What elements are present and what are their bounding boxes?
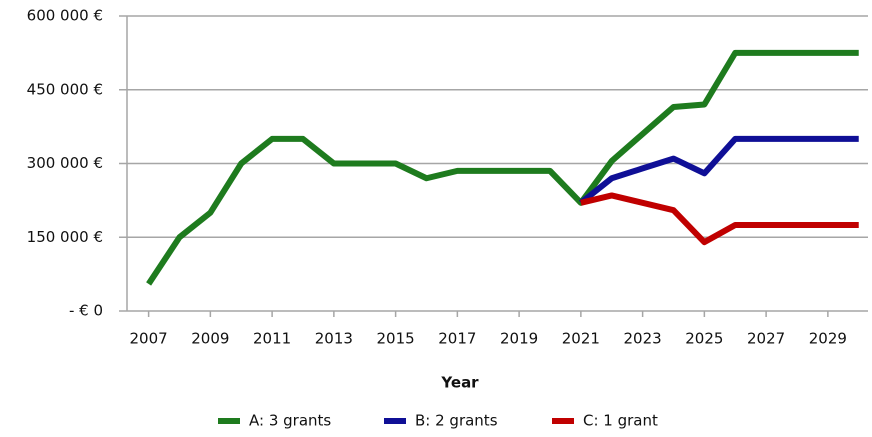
x-tick-label: 2027	[747, 330, 785, 348]
y-tick-label: 150 000 €	[27, 228, 103, 246]
y-tick-label: 600 000 €	[27, 7, 103, 25]
x-tick-label: 2023	[624, 330, 662, 348]
y-tick-label: 450 000 €	[27, 80, 103, 98]
x-tick-label: 2019	[500, 330, 538, 348]
y-tick-label: - € 0	[69, 302, 103, 320]
line-series	[580, 192, 859, 246]
line-series	[578, 135, 859, 206]
x-tick-label: 2025	[685, 330, 723, 348]
x-axis-title: Year	[440, 374, 479, 392]
legend-label: A: 3 grants	[249, 412, 331, 430]
x-tick-label: 2029	[809, 330, 847, 348]
x-tick-label: 2021	[562, 330, 600, 348]
x-tick-label: 2011	[253, 330, 291, 348]
line-series	[146, 49, 859, 286]
legend-label: B: 2 grants	[415, 412, 498, 430]
legend-label: C: 1 grant	[583, 412, 658, 430]
y-tick-label: 300 000 €	[27, 154, 103, 172]
x-tick-label: 2015	[377, 330, 415, 348]
x-tick-label: 2007	[130, 330, 168, 348]
x-tick-label: 2009	[191, 330, 229, 348]
x-tick-label: 2013	[315, 330, 353, 348]
x-tick-label: 2017	[438, 330, 476, 348]
